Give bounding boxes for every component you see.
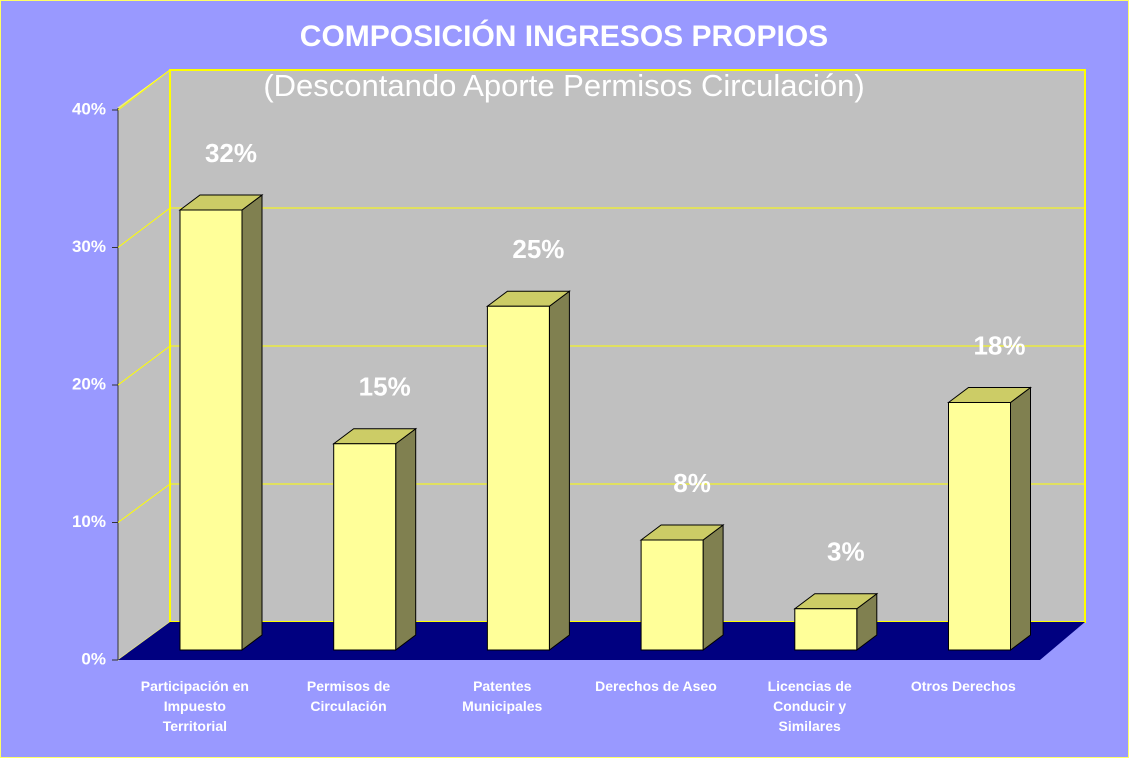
bar-side [702,524,724,651]
bar [793,592,879,651]
bar [332,427,418,651]
bar-front [794,608,858,651]
grid-line-side [117,69,171,111]
grid-line-side [117,345,171,386]
bar-side [548,290,570,651]
value-label: 32% [205,138,257,168]
y-tick-label: 10% [72,512,106,531]
value-label: 8% [673,468,711,498]
bar-side [1010,386,1031,651]
bar [947,386,1032,651]
floor [118,622,1085,660]
y-tick-label: 30% [72,237,106,256]
bar-front [179,209,243,651]
x-tick-label: Patentes Municipales [462,678,543,714]
chart-subtitle: (Descontando Aporte Permisos Circulación… [263,68,864,103]
x-tick-label: Licencias de Conducir y Similares [767,678,852,734]
bar-front [333,443,397,651]
grid-line-side [117,483,171,523]
bar-front [486,305,550,651]
bar [178,194,264,651]
value-label: 18% [973,330,1025,360]
bar [485,290,571,651]
x-tick-label: Derechos de Aseo [595,678,717,694]
value-label: 3% [827,537,865,567]
x-tick-label: Otros Derechos [910,678,1016,694]
bar-front [640,539,704,651]
x-tick-label: Permisos de Circulación [306,678,391,714]
bar-side [395,427,417,651]
bar [639,524,725,651]
chart-title: COMPOSICIÓN INGRESOS PROPIOS [300,19,828,53]
bar-front [948,402,1011,651]
grid-line-side [117,207,171,248]
y-tick-label: 40% [72,99,106,118]
value-label: 25% [512,234,564,264]
bar-side [241,194,263,651]
y-tick-label: 0% [81,649,106,668]
x-tick-label: Participación en Impuesto Territorial [140,678,249,734]
value-label: 15% [359,372,411,402]
y-tick-label: 20% [72,374,106,393]
